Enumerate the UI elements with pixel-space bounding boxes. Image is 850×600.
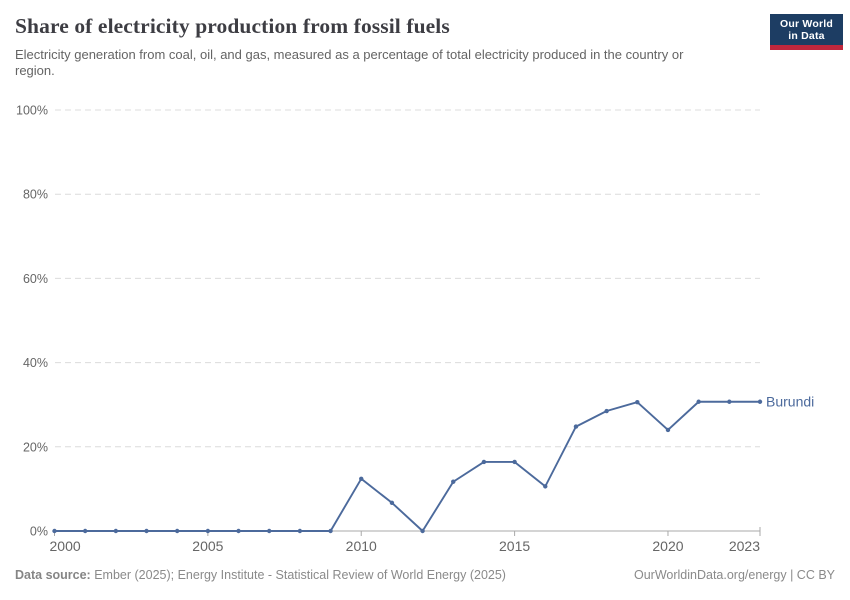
- y-axis-tick-label: 60%: [23, 272, 48, 286]
- data-point-marker: [727, 399, 732, 404]
- data-point-marker: [696, 399, 701, 404]
- chart-footer: Data source: Ember (2025); Energy Instit…: [15, 568, 835, 582]
- data-point-marker: [205, 528, 211, 534]
- data-point-marker: [604, 408, 609, 414]
- series-line-burundi: [53, 400, 761, 532]
- y-axis-tick-label: 40%: [23, 356, 48, 370]
- data-point-marker: [52, 528, 57, 534]
- data-point-marker: [267, 528, 272, 534]
- data-point-marker: [359, 476, 364, 481]
- y-axis-tick-label: 100%: [16, 104, 48, 118]
- owid-logo-line1: Our World: [780, 17, 833, 30]
- data-point-marker: [328, 528, 333, 534]
- data-point-marker: [665, 427, 671, 433]
- data-point-marker: [543, 484, 548, 489]
- x-axis-tick-label: 2005: [192, 538, 223, 554]
- y-axis-tick-label: 0%: [30, 525, 48, 539]
- x-axis-tick-label: 2020: [652, 538, 683, 554]
- data-point-marker: [82, 528, 88, 534]
- data-point-marker: [236, 528, 241, 534]
- chart-header: Share of electricity production from fos…: [15, 14, 725, 79]
- data-point-marker: [144, 528, 149, 534]
- owid-logo-line2: in Data: [788, 29, 825, 42]
- chart-subtitle: Electricity generation from coal, oil, a…: [15, 46, 684, 78]
- data-point-marker: [481, 459, 487, 465]
- data-point-marker: [451, 479, 456, 484]
- data-source-label: Data source:: [15, 568, 91, 582]
- data-point-marker: [389, 500, 395, 505]
- y-axis-tick-label: 80%: [23, 188, 48, 202]
- x-axis-tick-label: 2015: [499, 538, 530, 554]
- data-point-marker: [297, 528, 303, 534]
- data-point-marker: [573, 424, 579, 429]
- y-axis-tick-label: 20%: [23, 440, 48, 454]
- owid-logo[interactable]: Our World in Data: [770, 14, 843, 50]
- data-point-marker: [174, 528, 180, 534]
- x-axis-tick-label: 2023: [729, 538, 760, 554]
- x-axis-tick-label: 2000: [50, 538, 81, 554]
- chart-title: Share of electricity production from fos…: [15, 14, 450, 38]
- data-point-marker: [757, 399, 763, 404]
- data-point-marker: [512, 459, 517, 465]
- data-point-marker: [420, 528, 425, 534]
- data-point-marker: [635, 399, 640, 405]
- credit-link[interactable]: OurWorldinData.org/energy | CC BY: [633, 568, 835, 582]
- entity-label-burundi: Burundi: [766, 393, 814, 409]
- data-source-text: Ember (2025); Energy Institute - Statist…: [90, 568, 506, 582]
- x-axis-tick-label: 2010: [346, 538, 377, 554]
- data-point-marker: [113, 528, 119, 534]
- data-source: Data source: Ember (2025); Energy Instit…: [15, 568, 506, 582]
